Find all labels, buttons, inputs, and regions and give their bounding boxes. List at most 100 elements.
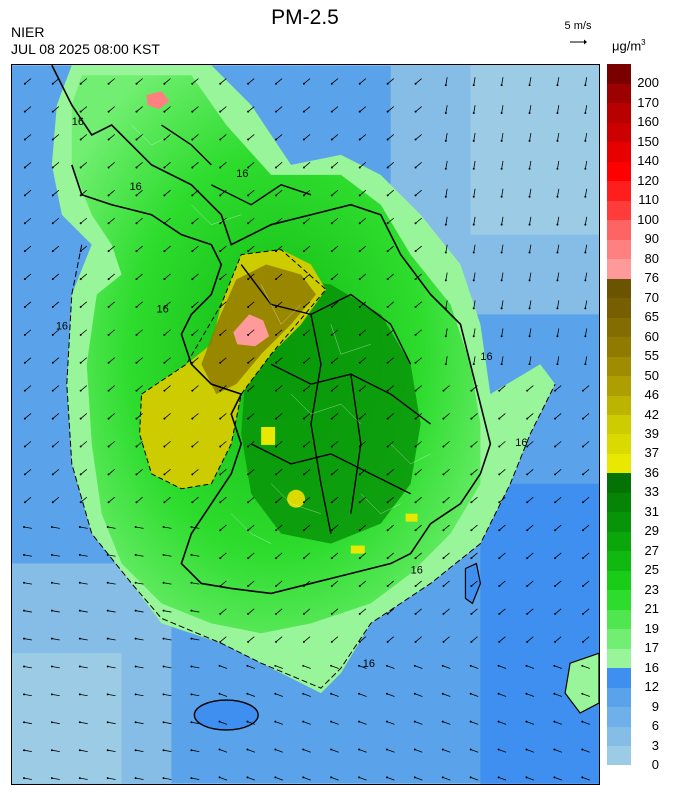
wind-arrow-head — [23, 278, 26, 281]
wind-arrow-head — [500, 307, 503, 310]
wind-arrow — [135, 638, 144, 641]
legend-swatch — [607, 472, 631, 493]
wind-arrow — [219, 524, 227, 531]
wind-arrow — [331, 106, 339, 112]
wind-arrow-head — [500, 251, 503, 254]
wind-arrow — [80, 357, 88, 364]
wind-arrow — [359, 217, 367, 224]
wind-arrow-head — [358, 250, 361, 253]
wind-arrow — [136, 357, 143, 364]
wind-reference-label: 5 m/s — [564, 20, 592, 32]
wind-arrow-head — [469, 776, 472, 779]
wind-arrow — [80, 189, 88, 196]
wind-arrow — [51, 526, 60, 529]
wind-arrow — [526, 441, 534, 447]
wind-arrow — [108, 329, 115, 336]
wind-arrow-head — [470, 612, 473, 615]
wind-arrow — [554, 636, 562, 643]
wind-arrow-head — [386, 138, 389, 141]
wind-arrow — [359, 357, 367, 364]
wind-arrow-head — [500, 223, 503, 226]
wind-arrow-head — [528, 251, 531, 254]
wind-arrow-head — [498, 557, 501, 560]
wind-arrow-head — [386, 194, 389, 197]
wind-arrow — [192, 357, 199, 364]
wind-arrow-head — [162, 693, 165, 696]
legend-swatch — [607, 161, 631, 182]
legend-label: 76 — [644, 270, 659, 286]
wind-arrow — [219, 468, 227, 475]
legend-swatch — [607, 628, 631, 649]
wind-arrow-head — [386, 250, 389, 253]
wind-arrow-head — [472, 307, 475, 310]
wind-arrow-head — [498, 612, 501, 615]
wind-arrow — [247, 608, 255, 615]
wind-arrow-head — [581, 612, 584, 615]
wind-arrow — [275, 777, 283, 781]
wind-arrow-head — [275, 585, 278, 588]
wind-arrow-head — [330, 748, 333, 751]
wind-arrow-head — [302, 389, 305, 392]
legend-label: 100 — [637, 211, 659, 227]
wind-arrow-head — [78, 693, 81, 696]
wind-arrow — [247, 749, 256, 753]
wind-arrow-head — [163, 501, 166, 504]
wind-arrow — [414, 665, 423, 669]
wind-arrow-head — [218, 776, 221, 779]
pm25-concentration-map[interactable]: 16 16 16 16 16 16 16 16 16 — [11, 64, 600, 785]
wind-arrow — [275, 496, 283, 503]
wind-arrow — [247, 134, 255, 140]
wind-arrow-head — [23, 609, 26, 612]
wind-arrow — [52, 357, 60, 364]
wind-arrow — [163, 693, 172, 697]
wind-arrow-head — [274, 720, 277, 723]
wind-arrow-head — [247, 138, 250, 141]
wind-arrow — [386, 665, 395, 669]
wind-arrow — [471, 636, 478, 643]
unit-label: μg/m3 — [612, 38, 646, 53]
wind-arrow — [247, 78, 255, 85]
wind-arrow — [164, 273, 171, 280]
wind-arrow-head — [526, 557, 529, 560]
wind-arrow — [415, 357, 422, 364]
wind-arrow — [219, 106, 227, 112]
wind-arrow-head — [219, 250, 222, 253]
wind-arrow-head — [330, 250, 333, 253]
wind-arrow — [526, 524, 534, 531]
wind-arrow-head — [106, 553, 109, 556]
wind-arrow — [107, 721, 116, 725]
wind-arrow — [471, 496, 478, 503]
wind-arrow-head — [472, 335, 475, 338]
wind-arrow — [584, 328, 588, 337]
wind-arrow-head — [581, 529, 584, 532]
wind-arrow-head — [274, 692, 277, 695]
wind-arrow-head — [162, 637, 165, 640]
legend-swatch — [607, 180, 631, 201]
wind-arrow-head — [275, 640, 278, 643]
wind-arrow — [107, 582, 116, 585]
wind-arrow-head — [275, 557, 278, 560]
wind-arrow-head — [106, 693, 109, 696]
wind-arrow — [473, 216, 476, 225]
wind-arrow — [23, 554, 32, 557]
wind-arrow — [51, 610, 60, 613]
wind-arrow-head — [219, 333, 222, 336]
wind-arrow-head — [275, 194, 278, 197]
wind-arrow-head — [358, 138, 361, 141]
wind-arrow-head — [163, 333, 166, 336]
wind-arrow — [501, 105, 504, 114]
wind-arrow — [164, 441, 171, 447]
wind-arrow-head — [191, 138, 194, 141]
wind-arrow — [135, 721, 144, 725]
wind-arrow — [471, 413, 478, 419]
wind-arrow — [473, 77, 476, 86]
wind-arrow — [108, 496, 115, 503]
wind-arrow — [163, 777, 172, 780]
wind-arrow — [24, 245, 32, 252]
legend-label: 200 — [637, 75, 659, 91]
wind-arrow-head — [553, 776, 556, 779]
wind-arrow — [359, 134, 367, 140]
wind-arrow — [108, 78, 115, 85]
wind-arrow — [331, 357, 339, 364]
wind-arrow-head — [302, 82, 305, 85]
